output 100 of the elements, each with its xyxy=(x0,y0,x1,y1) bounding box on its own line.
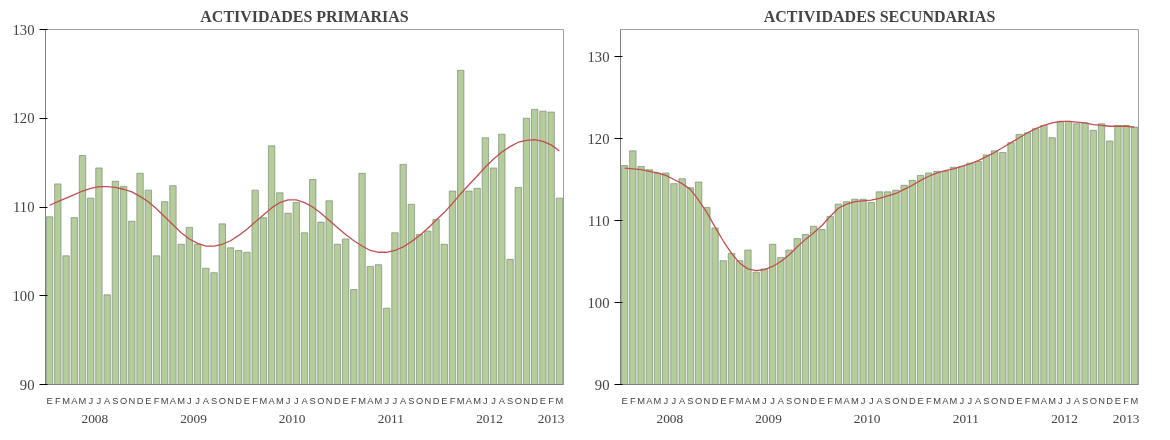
x-tick-label: F xyxy=(728,395,735,406)
y-tick-label: 110 xyxy=(588,212,610,229)
chart-title: ACTIVIDADES SECUNDARIAS xyxy=(763,7,996,25)
x-tick-label: E xyxy=(441,395,448,406)
x-tick-label: E xyxy=(917,395,924,406)
x-tick-label: J xyxy=(959,395,965,406)
x-tick-label: N xyxy=(424,395,432,406)
x-tick-label: F xyxy=(1123,395,1130,406)
x-tick-label: A xyxy=(498,395,506,406)
x-tick-label: F xyxy=(1024,395,1031,406)
x-tick-label: J xyxy=(770,395,775,406)
x-tick-label: E xyxy=(243,395,251,406)
x-tick-label: S xyxy=(1081,395,1089,406)
x-tick-label: M xyxy=(62,395,70,406)
y-tick-label: 100 xyxy=(12,287,35,304)
text: 2012 xyxy=(476,410,503,426)
x-tick-label: A xyxy=(646,395,654,406)
x-tick-label: O xyxy=(694,395,703,406)
x-tick-label: M xyxy=(850,395,859,406)
x-tick-label: M xyxy=(456,395,465,406)
x-tick-label: O xyxy=(514,395,522,406)
text: 2013 xyxy=(1112,410,1140,426)
x-tick-label: M xyxy=(78,395,87,406)
x-tick-label: N xyxy=(227,395,234,406)
x-tick-label: S xyxy=(506,395,514,406)
x-tick-label: D xyxy=(235,395,243,406)
text: 2010 xyxy=(853,410,881,426)
x-tick-label: J xyxy=(483,395,488,406)
x-tick-label: J xyxy=(1066,395,1071,406)
x-tick-label: A xyxy=(104,395,112,406)
x-tick-label: A xyxy=(301,395,309,406)
text: 2010 xyxy=(278,410,306,426)
text: 2011 xyxy=(377,410,404,426)
x-tick-label: S xyxy=(983,395,990,406)
x-tick-label: N xyxy=(999,395,1007,406)
y-tick-label: 120 xyxy=(587,130,610,147)
text: 2008 xyxy=(656,410,684,426)
x-tick-label: N xyxy=(900,395,908,406)
x-tick-label: D xyxy=(531,395,539,406)
x-tick-label: M xyxy=(1031,395,1040,406)
x-tick-label: A xyxy=(744,395,752,406)
x-tick-label: D xyxy=(136,395,144,406)
x-tick-label: J xyxy=(293,395,299,406)
x-tick-label: M xyxy=(735,395,744,406)
x-tick-label: A xyxy=(777,395,785,406)
x-tick-label: M xyxy=(933,395,941,406)
x-tick-label: M xyxy=(1048,395,1057,406)
text: 2011 xyxy=(952,410,979,426)
x-tick-label: J xyxy=(195,395,200,406)
x-tick-label: J xyxy=(1058,395,1063,406)
x-tick-label: M xyxy=(637,395,645,406)
x-tick-label: N xyxy=(1098,395,1105,406)
x-tick-label: F xyxy=(548,395,555,406)
text: 2009 xyxy=(180,410,208,426)
x-tick-label: J xyxy=(384,395,390,406)
x-tick-label: M xyxy=(555,395,564,406)
x-tick-label: J xyxy=(663,395,669,406)
x-tick-label: O xyxy=(793,395,801,406)
y-tick-label: 110 xyxy=(13,199,35,215)
x-tick-label: J xyxy=(285,395,291,406)
x-tick-label: A xyxy=(400,395,408,406)
x-tick-label: J xyxy=(96,395,102,406)
text: 2008 xyxy=(81,410,109,426)
x-tick-label: A xyxy=(843,395,851,406)
x-tick-label: A xyxy=(1073,395,1081,406)
y-tick-label: 130 xyxy=(12,21,35,38)
x-tick-label: A xyxy=(465,395,473,406)
x-tick-label: D xyxy=(810,395,818,406)
x-tick-label: N xyxy=(802,395,809,406)
x-tick-label: M xyxy=(834,395,843,406)
x-tick-label: A xyxy=(268,395,276,406)
x-tick-label: F xyxy=(153,395,160,406)
x-tick-label: N xyxy=(325,395,333,406)
x-tick-label: J xyxy=(762,395,767,406)
x-tick-label: O xyxy=(119,395,128,406)
x-tick-label: J xyxy=(88,395,94,406)
x-tick-label: M xyxy=(160,395,169,406)
x-tick-label: S xyxy=(309,395,316,406)
x-tick-label: E xyxy=(342,395,349,406)
x-tick-label: A xyxy=(1040,395,1048,406)
x-tick-label: E xyxy=(46,395,53,406)
x-tick-label: D xyxy=(334,395,342,406)
x-tick-label: A xyxy=(975,395,983,406)
x-tick-label: F xyxy=(350,395,357,406)
y-tick-label: 120 xyxy=(12,110,35,127)
x-tick-label: D xyxy=(711,395,719,406)
line-series xyxy=(48,138,561,253)
x-tick-label: J xyxy=(860,395,866,406)
x-tick-label: A xyxy=(202,395,210,406)
x-tick-label: M xyxy=(275,395,284,406)
x-tick-label: D xyxy=(1007,395,1015,406)
x-tick-label: E xyxy=(818,395,826,406)
x-tick-label: M xyxy=(177,395,186,406)
x-tick-label: S xyxy=(884,395,891,406)
x-tick-label: D xyxy=(432,395,440,406)
x-tick-label: A xyxy=(71,395,79,406)
x-tick-label: A xyxy=(367,395,375,406)
x-tick-label: O xyxy=(317,395,325,406)
x-tick-label: A xyxy=(876,395,884,406)
x-tick-label: E xyxy=(145,395,152,406)
